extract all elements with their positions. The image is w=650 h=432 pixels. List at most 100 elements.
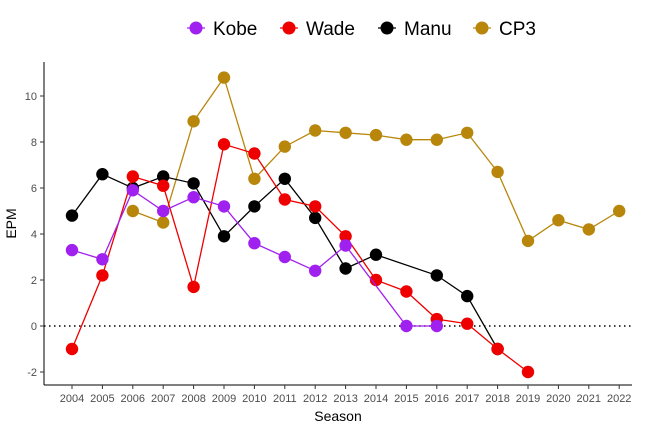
series-layer (65, 71, 626, 379)
x-tick-label: 2016 (425, 393, 449, 405)
data-point-kobe (157, 204, 170, 218)
data-point-cp3 (430, 133, 443, 146)
data-point-kobe (430, 319, 443, 333)
data-point-cp3 (248, 172, 261, 185)
x-tick-label: 2012 (303, 393, 327, 405)
data-point-cp3 (278, 140, 291, 153)
x-tick-label: 2019 (516, 393, 540, 405)
x-tick-label: 2014 (364, 393, 388, 405)
data-point-wade (187, 280, 200, 294)
series-line-cp3 (132, 76, 620, 242)
data-point-kobe (278, 250, 291, 264)
data-point-manu (369, 248, 383, 261)
data-point-manu (430, 269, 443, 282)
series-line-kobe (71, 189, 437, 327)
legend-label-kobe: Kobe (213, 19, 257, 40)
series-manu (65, 168, 504, 356)
x-tick-label: 2017 (455, 393, 479, 405)
data-point-wade (309, 200, 322, 213)
data-point-wade (461, 317, 474, 330)
series-line-wade (71, 143, 529, 373)
data-point-wade (96, 269, 109, 282)
data-point-wade (369, 273, 383, 287)
legend-item-wade: Wade (280, 19, 355, 40)
y-tick-label: 2 (31, 275, 37, 287)
y-tick-label: 0 (31, 321, 37, 333)
x-tick-label: 2020 (546, 393, 570, 405)
data-point-kobe (65, 243, 79, 257)
x-tick-label: 2018 (485, 393, 509, 405)
data-point-manu (157, 170, 170, 183)
x-tick-label: 2009 (212, 393, 236, 405)
x-tick-label: 2022 (607, 393, 631, 405)
x-tick-label: 2007 (151, 393, 175, 405)
data-point-wade (248, 147, 261, 160)
data-point-cp3 (217, 71, 231, 84)
series-cp3 (126, 71, 626, 248)
data-point-manu (96, 168, 109, 181)
data-point-kobe (400, 319, 413, 333)
data-point-wade (217, 138, 231, 151)
x-tick-label: 2010 (242, 393, 266, 405)
data-point-wade (157, 179, 170, 192)
legend-key-marker-kobe (189, 21, 203, 35)
data-point-kobe (187, 191, 200, 204)
data-point-kobe (339, 239, 352, 252)
legend-label-manu: Manu (404, 19, 452, 40)
y-tick-label: 8 (31, 137, 37, 149)
legend: Kobe Wade Manu CP3 (187, 19, 536, 40)
data-point-manu (65, 209, 79, 222)
data-point-wade (400, 285, 413, 298)
x-tick-label: 2005 (90, 393, 114, 405)
data-point-manu (461, 289, 474, 303)
data-point-wade (521, 365, 535, 379)
legend-key-marker-manu (380, 21, 394, 35)
data-point-kobe (309, 264, 322, 277)
x-tick-label: 2004 (60, 393, 84, 405)
x-tick-label: 2021 (577, 393, 601, 405)
data-point-manu (278, 172, 291, 185)
data-point-wade (278, 193, 291, 206)
data-point-kobe (126, 184, 139, 197)
y-tick-label: 6 (31, 183, 37, 195)
data-point-wade (339, 230, 352, 243)
data-point-manu (217, 230, 231, 243)
data-point-wade (65, 342, 79, 356)
data-point-cp3 (187, 115, 200, 128)
data-point-manu (248, 200, 261, 213)
data-point-cp3 (552, 214, 565, 227)
data-point-kobe (248, 237, 261, 250)
data-point-manu (187, 177, 200, 190)
y-axis-title: EPM (3, 208, 19, 238)
data-point-cp3 (339, 126, 352, 139)
data-point-kobe (96, 253, 109, 266)
data-point-cp3 (309, 124, 322, 137)
data-point-cp3 (582, 223, 595, 236)
data-point-cp3 (613, 204, 626, 218)
series-wade (65, 138, 535, 379)
legend-item-kobe: Kobe (187, 19, 257, 40)
data-point-cp3 (400, 133, 413, 146)
x-tick-label: 2006 (121, 393, 145, 405)
data-point-kobe (217, 200, 231, 213)
y-tick-label: 10 (25, 91, 37, 103)
data-point-manu (309, 211, 322, 225)
axes: -2 0 2 4 6 8 10 2004 2005 2006 2007 2008 2009 2010 201… (25, 62, 632, 405)
data-point-manu (339, 262, 352, 275)
legend-key-marker-cp3 (475, 21, 489, 35)
data-point-cp3 (461, 126, 474, 139)
data-point-cp3 (369, 128, 383, 142)
x-tick-label: 2008 (181, 393, 205, 405)
data-point-cp3 (126, 204, 139, 218)
data-point-wade (126, 170, 139, 183)
x-tick-label: 2011 (273, 393, 297, 405)
x-tick-label: 2013 (333, 393, 357, 405)
legend-label-cp3: CP3 (499, 19, 536, 40)
legend-item-manu: Manu (378, 19, 452, 40)
data-point-wade (491, 342, 504, 356)
data-point-cp3 (491, 165, 504, 179)
x-axis-title: Season (314, 408, 361, 424)
legend-item-cp3: CP3 (473, 19, 536, 40)
legend-label-wade: Wade (306, 19, 355, 40)
